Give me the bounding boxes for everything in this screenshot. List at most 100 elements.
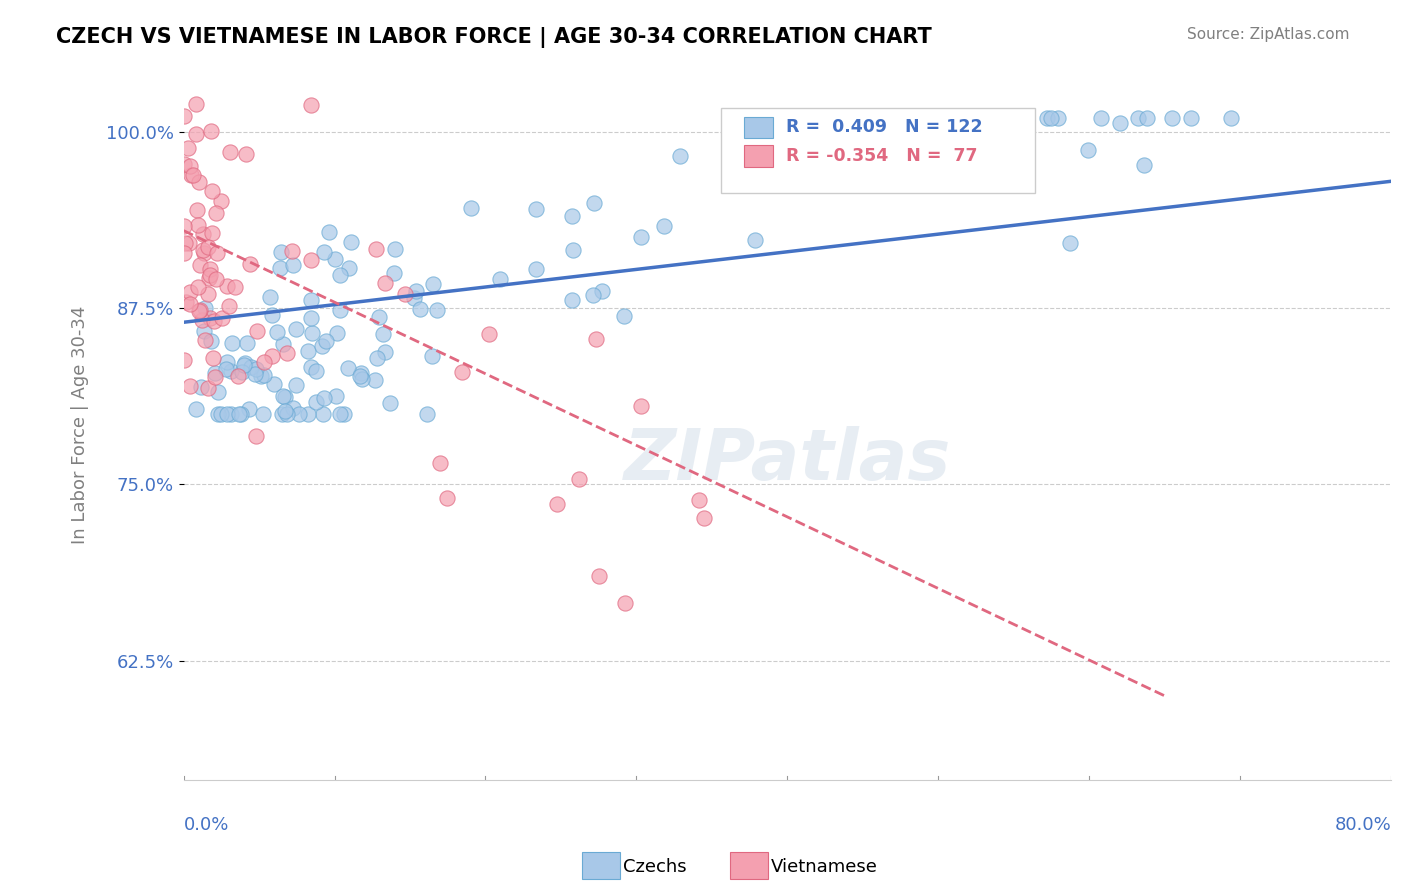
Point xyxy=(429,456,451,470)
Point xyxy=(305,395,328,409)
Point xyxy=(1047,111,1070,125)
Point xyxy=(193,246,215,260)
Point xyxy=(1161,111,1184,125)
Point xyxy=(207,385,229,400)
FancyBboxPatch shape xyxy=(721,108,1035,193)
Point xyxy=(274,404,297,418)
Point xyxy=(422,277,444,291)
Point xyxy=(524,261,547,276)
Point xyxy=(201,227,224,241)
Point xyxy=(693,511,716,525)
Point xyxy=(366,351,388,365)
Point xyxy=(219,145,242,159)
Text: Vietnamese: Vietnamese xyxy=(770,858,877,876)
Point xyxy=(179,159,201,173)
Point xyxy=(215,362,238,376)
Point xyxy=(364,242,387,256)
Point xyxy=(243,368,266,382)
Point xyxy=(297,407,319,421)
Point xyxy=(187,218,209,232)
Point xyxy=(301,326,323,340)
Point xyxy=(284,322,307,336)
Point xyxy=(450,365,472,379)
Point xyxy=(374,276,396,290)
FancyBboxPatch shape xyxy=(744,117,773,138)
Point xyxy=(329,302,352,317)
Point xyxy=(288,407,311,421)
Point xyxy=(273,389,295,403)
Point xyxy=(202,351,225,365)
Point xyxy=(198,271,221,285)
Point xyxy=(253,368,276,382)
Text: Czechs: Czechs xyxy=(623,858,686,876)
Point xyxy=(329,268,352,282)
Point xyxy=(460,201,482,215)
Point xyxy=(245,429,267,443)
Point xyxy=(478,327,501,342)
Point xyxy=(489,272,512,286)
Point xyxy=(652,219,675,234)
Point xyxy=(193,324,215,338)
Point xyxy=(1010,178,1032,193)
Point xyxy=(1126,111,1149,125)
Point xyxy=(194,334,217,348)
Text: R = -0.354   N =  77: R = -0.354 N = 77 xyxy=(786,147,977,165)
Point xyxy=(314,391,336,405)
Point xyxy=(181,168,204,182)
Point xyxy=(198,311,221,326)
Point xyxy=(191,313,214,327)
Point xyxy=(173,157,195,171)
Point xyxy=(209,194,232,208)
Point xyxy=(299,97,322,112)
Point xyxy=(186,127,208,141)
Point xyxy=(1133,158,1156,172)
Point xyxy=(274,390,297,404)
Point xyxy=(311,339,333,353)
Point xyxy=(238,401,260,416)
Point xyxy=(217,355,239,369)
Point xyxy=(200,184,222,198)
Point xyxy=(984,111,1007,125)
Point xyxy=(176,294,198,309)
Point xyxy=(378,395,401,409)
Point xyxy=(231,407,253,421)
Point xyxy=(236,335,259,350)
Point xyxy=(276,407,298,421)
Point xyxy=(613,596,636,610)
Point xyxy=(177,141,200,155)
Point xyxy=(179,235,201,250)
Point xyxy=(205,272,228,286)
Point xyxy=(276,345,298,359)
Point xyxy=(179,378,201,392)
Point xyxy=(337,261,360,276)
Point xyxy=(405,284,427,298)
Point xyxy=(271,407,294,421)
Point xyxy=(232,358,254,372)
Point xyxy=(374,345,396,359)
Point xyxy=(409,302,432,317)
Point xyxy=(1036,111,1059,125)
Point xyxy=(582,288,605,302)
Text: 80.0%: 80.0% xyxy=(1334,815,1391,834)
Point xyxy=(865,176,887,190)
Point xyxy=(215,279,238,293)
Point xyxy=(269,261,291,276)
Point xyxy=(207,407,229,421)
Point xyxy=(188,303,211,318)
Point xyxy=(233,356,256,370)
Point xyxy=(299,293,322,308)
Point xyxy=(197,240,219,254)
Point xyxy=(188,304,211,318)
Point xyxy=(371,326,394,341)
Point xyxy=(299,311,322,326)
Point xyxy=(323,252,346,266)
FancyBboxPatch shape xyxy=(744,145,773,167)
Point xyxy=(318,225,340,239)
Point xyxy=(198,262,221,277)
Point xyxy=(326,326,349,340)
Point xyxy=(259,290,281,304)
Point xyxy=(204,370,226,384)
Point xyxy=(984,111,1007,125)
Point xyxy=(283,401,305,415)
Point xyxy=(252,407,274,421)
